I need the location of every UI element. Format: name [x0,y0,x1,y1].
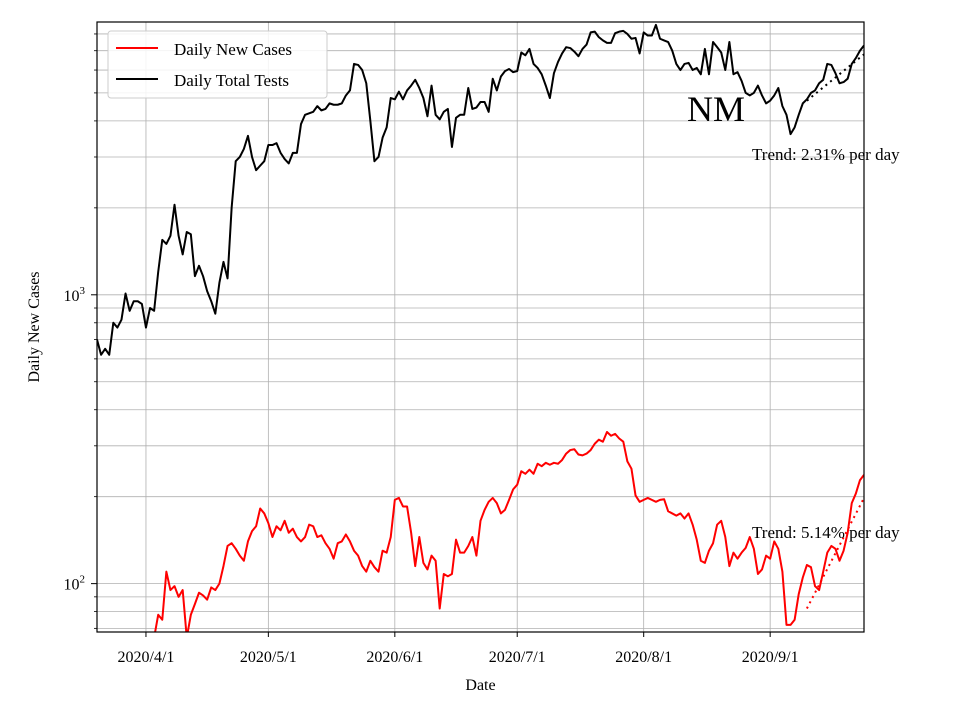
y-tick-label: 103 [64,285,86,305]
state-label: NM [687,89,745,129]
legend: Daily New Cases Daily Total Tests [107,30,328,99]
series-line-daily-new-cases [154,430,864,632]
trend-label-tests: Trend: 2.31% per day [752,145,900,164]
y-axis-label: Daily New Cases [26,271,43,382]
trend-line-daily-new-cases [805,497,864,609]
x-tick-label: 2020/6/1 [366,649,423,666]
series-line-daily-total-tests [97,23,864,356]
x-axis-ticks: 2020/4/1 2020/5/1 2020/6/1 2020/7/1 2020/8/1… [118,632,799,666]
x-axis-label: Date [465,677,495,694]
x-tick-label: 2020/5/1 [240,649,297,666]
legend-label-daily-new-cases: Daily New Cases [174,40,292,59]
x-tick-label: 2020/4/1 [118,649,175,666]
series-lines [97,23,864,632]
x-tick-label: 2020/9/1 [742,649,799,666]
legend-label-daily-total-tests: Daily Total Tests [174,71,289,90]
y-axis-ticks: 102 103 [64,33,97,629]
trend-line-daily-total-tests [806,53,864,102]
x-tick-label: 2020/7/1 [489,649,546,666]
trend-label-cases: Trend: 5.14% per day [752,523,900,542]
x-tick-label: 2020/8/1 [615,649,672,666]
y-tick-label: 102 [64,574,86,594]
trend-lines [805,53,864,609]
legend-box [107,30,328,99]
grid [97,22,864,632]
plot-frame [96,21,865,633]
